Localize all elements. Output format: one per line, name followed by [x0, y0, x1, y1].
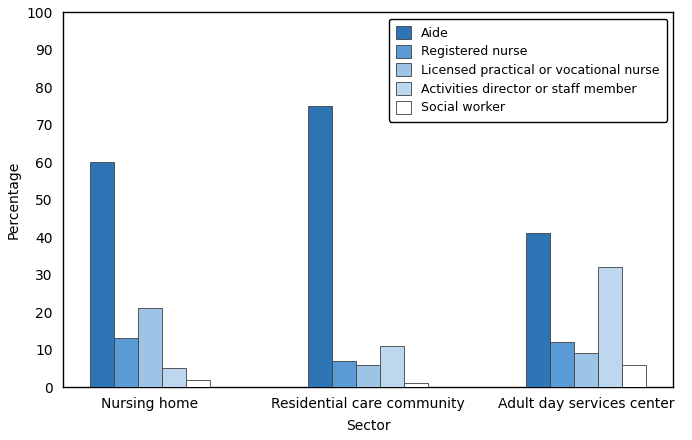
Bar [526, 234, 550, 387]
Bar [90, 162, 114, 387]
Bar [308, 106, 332, 387]
Bar [574, 353, 598, 387]
Bar [332, 361, 356, 387]
Bar [114, 338, 138, 387]
Bar [186, 380, 210, 387]
Bar [162, 368, 186, 387]
Bar [138, 308, 162, 387]
Legend: Aide, Registered nurse, Licensed practical or vocational nurse, Activities direc: Aide, Registered nurse, Licensed practic… [389, 18, 667, 122]
Bar [404, 383, 428, 387]
Y-axis label: Percentage: Percentage [7, 161, 21, 239]
Bar [550, 342, 574, 387]
Bar [598, 267, 622, 387]
Bar [622, 364, 646, 387]
Bar [380, 346, 404, 387]
X-axis label: Sector: Sector [346, 419, 390, 433]
Bar [356, 364, 380, 387]
